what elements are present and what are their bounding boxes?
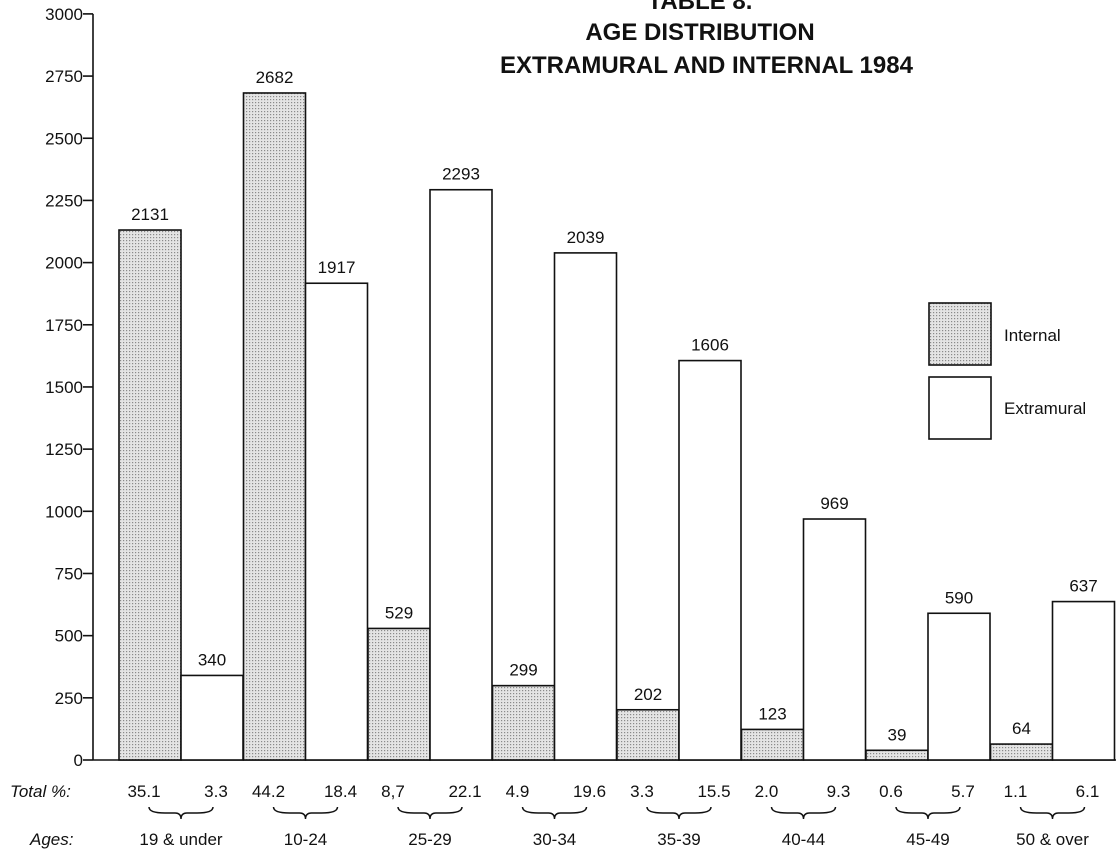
percent-label: 1.1 [1004,782,1028,801]
bar-internal [491,684,556,761]
x-category-label: 40-44 [782,830,825,849]
bar-value-label: 637 [1069,577,1097,596]
percent-label: 44.2 [252,782,285,801]
bar-value-label: 2293 [442,165,480,184]
percent-label: 0.6 [879,782,903,801]
legend-label-internal: Internal [1004,326,1061,345]
bar-extramural [678,359,742,761]
bar-internal [367,627,431,761]
percent-label: 15.5 [697,782,730,801]
bar-value-label: 2682 [256,68,294,87]
percent-label: 3.3 [630,782,654,801]
bar-value-label: 1917 [318,258,356,277]
group-brace [397,806,463,820]
bar-value-label: 299 [509,661,537,680]
group-brace [895,806,961,820]
y-tick-label: 750 [55,564,83,583]
bar-value-label: 202 [634,685,662,704]
bar-extramural [927,612,991,761]
legend-swatch-internal [928,302,992,366]
bar-internal [118,229,182,761]
percent-label: 2.0 [755,782,779,801]
chart-title-line-3: EXTRAMURAL AND INTERNAL 1984 [500,52,913,79]
percent-row-label: Total %: [10,782,71,801]
y-tick-label: 1000 [45,502,83,521]
percent-label: 35.1 [127,782,160,801]
x-category-label: 19 & under [139,830,223,849]
bar-value-label: 969 [820,494,848,513]
percent-label: 9.3 [827,782,851,801]
group-brace [521,806,588,820]
bar-internal [865,749,929,761]
bar-internal [740,728,805,761]
x-category-label: 50 & over [1016,830,1089,849]
x-category-label: 45-49 [906,830,949,849]
percent-label: 18.4 [324,782,357,801]
percent-label: 19.6 [573,782,606,801]
bar-value-label: 64 [1012,719,1031,738]
y-tick-label: 2500 [45,129,83,148]
y-tick-label: 3000 [45,5,83,24]
x-category-label: 30-34 [533,830,576,849]
percent-label: 5.7 [951,782,975,801]
legend-label-extramural: Extramural [1004,399,1086,418]
bar-value-label: 39 [888,725,907,744]
bar-value-label: 1606 [691,336,729,355]
y-tick-label: 250 [55,689,83,708]
y-tick-label: 1250 [45,440,83,459]
bar-value-label: 2131 [131,205,169,224]
x-category-label: 25-29 [408,830,451,849]
y-tick-label: 500 [55,627,83,646]
x-category-label: 35-39 [657,830,700,849]
percent-label: 3.3 [204,782,228,801]
y-tick-label: 0 [74,751,83,770]
bar-internal [242,92,307,761]
bar-value-label: 590 [945,588,973,607]
bar-internal [989,743,1054,761]
bar-extramural [1051,600,1116,761]
bar-extramural [180,674,244,761]
percent-label: 22.1 [448,782,481,801]
group-brace [272,806,339,820]
bar-extramural [553,252,618,761]
bar-extramural [802,518,867,761]
bar-value-label: 2039 [567,228,605,247]
percent-label: 6.1 [1076,782,1100,801]
y-tick-label: 1750 [45,316,83,335]
group-brace [646,806,712,820]
bar-extramural [304,282,369,761]
x-category-label: 10-24 [284,830,327,849]
group-brace [148,806,214,820]
chart-title-line-1: TABLE 8. [647,0,753,15]
chart-title-line-2: AGE DISTRIBUTION [585,19,815,46]
percent-label: 4.9 [506,782,530,801]
bar-value-label: 340 [198,650,226,669]
group-brace [770,806,837,820]
bar-value-label: 123 [758,704,786,723]
bar-value-label: 529 [385,603,413,622]
ages-row-label: Ages: [29,830,74,849]
percent-label: 8,7 [381,782,405,801]
y-tick-label: 1500 [45,378,83,397]
y-tick-label: 2000 [45,254,83,273]
bar-internal [616,708,680,761]
legend-swatch-extramural [928,376,992,440]
bar-extramural [429,188,493,761]
y-tick-label: 2750 [45,67,83,86]
group-brace [1019,806,1086,820]
y-tick-label: 2250 [45,191,83,210]
